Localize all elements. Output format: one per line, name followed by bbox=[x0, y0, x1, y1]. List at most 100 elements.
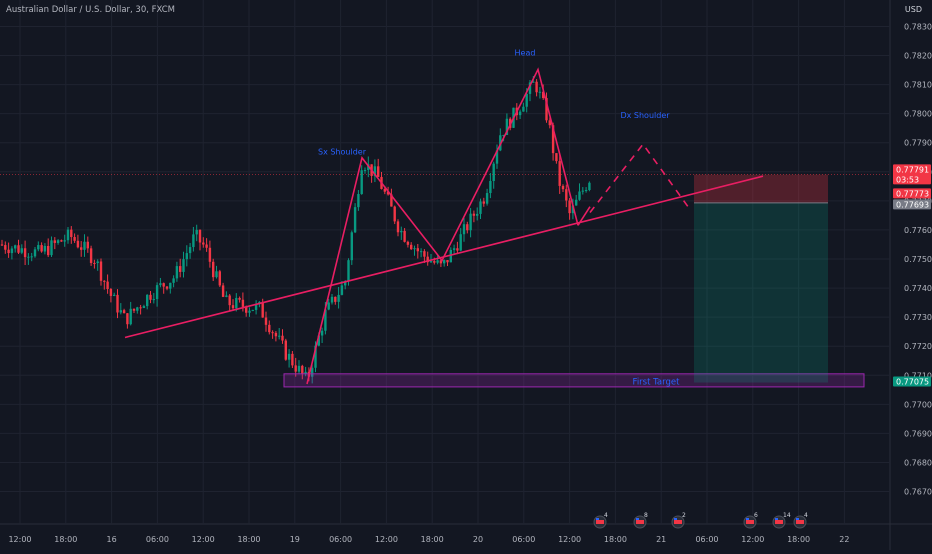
price-label-value: 0.77791 bbox=[896, 165, 929, 174]
event-marker-icon[interactable] bbox=[593, 515, 607, 529]
candle-body bbox=[476, 213, 479, 216]
candle-body bbox=[4, 245, 7, 250]
candle-body bbox=[495, 150, 499, 164]
time-tick: 21 bbox=[656, 535, 666, 544]
event-flag-canton bbox=[596, 518, 599, 520]
candle-body bbox=[89, 248, 93, 263]
candle-body bbox=[261, 301, 264, 318]
price-label-countdown: 03:53 bbox=[896, 175, 919, 184]
time-tick: 12:00 bbox=[375, 535, 398, 544]
candle-body bbox=[542, 91, 545, 99]
event-marker-icon[interactable] bbox=[772, 515, 786, 529]
time-tick: 18:00 bbox=[787, 535, 810, 544]
candle-body bbox=[86, 241, 89, 249]
symbol-title: Australian Dollar / U.S. Dollar, 30, FXC… bbox=[6, 5, 176, 15]
candle-body bbox=[363, 170, 367, 172]
candle-body bbox=[462, 224, 466, 235]
candle-body bbox=[479, 201, 482, 214]
event-flag-canton bbox=[746, 518, 749, 520]
candle-body bbox=[452, 248, 456, 250]
event-marker-icon[interactable] bbox=[633, 515, 647, 529]
price-label-bg bbox=[893, 188, 931, 199]
candle-body bbox=[66, 229, 70, 241]
candle-body bbox=[413, 248, 416, 250]
candle-body bbox=[268, 324, 271, 333]
candle-body bbox=[185, 253, 188, 260]
candle-body bbox=[353, 207, 357, 233]
candle-body bbox=[396, 221, 400, 233]
candle-body bbox=[23, 248, 27, 258]
time-tick: 18:00 bbox=[54, 535, 77, 544]
candle-body bbox=[304, 371, 307, 374]
candle-body bbox=[165, 286, 169, 289]
candle-body bbox=[218, 271, 221, 286]
candle-body bbox=[551, 125, 555, 154]
candle-body bbox=[47, 245, 50, 256]
candle-body bbox=[93, 262, 96, 264]
candle-body bbox=[172, 278, 175, 283]
candle-body bbox=[449, 249, 452, 263]
candle-body bbox=[436, 260, 439, 263]
candle-body bbox=[535, 81, 538, 93]
candle-body bbox=[162, 283, 165, 287]
candle-body bbox=[116, 294, 119, 313]
candle-body bbox=[271, 332, 274, 334]
price-label-bg bbox=[893, 199, 931, 210]
event-marker-icon[interactable] bbox=[743, 515, 757, 529]
candle-body bbox=[80, 247, 83, 250]
candle-body bbox=[581, 190, 584, 192]
candle-body bbox=[122, 310, 126, 314]
candle-body bbox=[175, 266, 179, 279]
candle-body bbox=[538, 91, 542, 93]
candle-body bbox=[7, 249, 10, 254]
event-flag-canton bbox=[636, 518, 639, 520]
event-flag-stripe bbox=[674, 520, 682, 524]
candle-body bbox=[152, 299, 155, 301]
event-flag-stripe bbox=[746, 520, 754, 524]
candle-body bbox=[126, 313, 129, 325]
candle-body bbox=[40, 245, 43, 252]
candle-body bbox=[324, 309, 327, 331]
candle-body bbox=[334, 296, 337, 302]
candle-body bbox=[492, 163, 495, 182]
event-count: 4 bbox=[804, 512, 808, 519]
event-marker-icon[interactable] bbox=[671, 515, 685, 529]
candle-body bbox=[419, 251, 423, 253]
currency-label[interactable]: USD bbox=[904, 5, 922, 14]
event-flag-stripe bbox=[596, 520, 604, 524]
candle-body bbox=[485, 193, 489, 204]
time-tick: 06:00 bbox=[512, 535, 535, 544]
candle-body bbox=[383, 188, 386, 192]
candle-body bbox=[212, 261, 215, 278]
candle-body bbox=[159, 283, 162, 286]
candle-body bbox=[264, 317, 268, 325]
candle-body bbox=[281, 335, 284, 341]
price-label-value: 0.77693 bbox=[896, 200, 929, 209]
time-tick: 18:00 bbox=[604, 535, 627, 544]
candle-body bbox=[327, 302, 330, 310]
event-count: 6 bbox=[754, 512, 758, 519]
event-marker-icon[interactable] bbox=[793, 515, 807, 529]
event-flag-canton bbox=[775, 518, 778, 520]
time-tick: 06:00 bbox=[146, 535, 169, 544]
candle-body bbox=[291, 353, 294, 366]
event-count: 4 bbox=[604, 512, 608, 519]
candle-body bbox=[311, 367, 314, 377]
candle-body bbox=[139, 307, 142, 309]
candle-body bbox=[248, 310, 251, 313]
candle-body bbox=[344, 281, 347, 286]
candle-body bbox=[119, 310, 122, 313]
candle-body bbox=[50, 240, 53, 256]
event-count: 2 bbox=[682, 512, 686, 519]
candle-body bbox=[215, 271, 218, 278]
candle-body bbox=[578, 191, 581, 200]
time-tick: 16 bbox=[107, 535, 117, 544]
candle-body bbox=[96, 261, 99, 263]
candle-body bbox=[545, 98, 548, 121]
candle-body bbox=[53, 240, 56, 243]
